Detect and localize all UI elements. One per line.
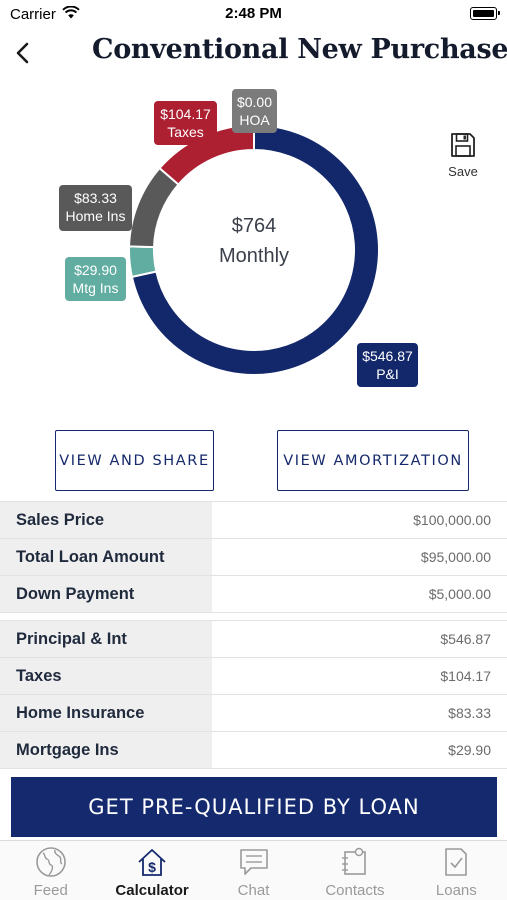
floppy-disk-icon xyxy=(451,133,475,157)
house-dollar-icon: $ xyxy=(138,849,166,876)
slice-mtg-ins xyxy=(128,245,158,279)
get-pre-qualified-button[interactable]: GET PRE-QUALIFIED BY LOAN xyxy=(11,777,497,837)
tab-feed[interactable]: Feed xyxy=(0,841,101,900)
callout-amount: $104.17 xyxy=(160,106,211,122)
callout-mtg-ins: $29.90 Mtg Ins xyxy=(65,257,126,301)
payment-chart: $764 Monthly $546.87 P&I $29.90 Mtg Ins $83.33… xyxy=(0,80,507,420)
contacts-icon xyxy=(341,847,366,875)
row-value: $104.17 xyxy=(440,668,491,684)
callout-amount: $0.00 xyxy=(237,94,272,110)
table-row: Home Insurance $83.33 xyxy=(0,695,507,732)
tab-label: Chat xyxy=(237,882,270,899)
callout-box xyxy=(154,101,217,145)
callout-box xyxy=(59,185,132,231)
table-row: Taxes $104.17 xyxy=(0,658,507,695)
nav-bar: Conventional New Purchase xyxy=(0,28,507,76)
chart-center-label: Monthly xyxy=(219,245,289,267)
chat-bubble-icon xyxy=(239,849,268,875)
table-row: Mortgage Ins $29.90 xyxy=(0,732,507,769)
status-bar: Carrier 2:48 PM xyxy=(0,0,507,28)
table-row: Down Payment $5,000.00 xyxy=(0,576,507,613)
tab-bar: Feed $ Calculator Chat Contacts xyxy=(0,840,507,900)
slice-taxes xyxy=(158,123,255,186)
callout-name: Mtg Ins xyxy=(73,280,119,296)
table-row: Principal & Int $546.87 xyxy=(0,621,507,658)
payment-breakdown-table: Principal & Int $546.87 Taxes $104.17 Ho… xyxy=(0,620,507,769)
row-label: Home Insurance xyxy=(0,695,212,731)
svg-text:$: $ xyxy=(148,859,156,875)
callout-box xyxy=(65,257,126,301)
table-row: Sales Price $100,000.00 xyxy=(0,502,507,539)
tab-label: Calculator xyxy=(115,882,189,899)
row-label: Mortgage Ins xyxy=(0,732,212,768)
row-label: Taxes xyxy=(0,658,212,694)
callout-home-ins: $83.33 Home Ins xyxy=(59,185,132,231)
battery-icon xyxy=(470,7,500,20)
row-label: Total Loan Amount xyxy=(0,539,212,575)
tab-chat[interactable]: Chat xyxy=(203,841,304,900)
callout-p-i: $546.87 P&I xyxy=(357,343,418,387)
callout-amount: $29.90 xyxy=(74,262,117,278)
row-value: $546.87 xyxy=(440,631,491,647)
view-amortization-button[interactable]: VIEW AMORTIZATION xyxy=(277,430,469,491)
globe-icon xyxy=(35,847,66,877)
document-check-icon xyxy=(445,848,468,876)
back-button[interactable] xyxy=(8,36,38,70)
row-label: Down Payment xyxy=(0,576,212,612)
save-label: Save xyxy=(448,164,478,179)
callout-hoa: $0.00 HOA xyxy=(232,89,277,133)
callout-box xyxy=(357,343,418,387)
callout-name: Taxes xyxy=(167,124,204,140)
callout-name: Home Ins xyxy=(66,208,126,224)
save-button[interactable]: Save xyxy=(441,132,485,179)
row-label: Sales Price xyxy=(0,502,212,538)
chart-center-amount: $764 xyxy=(232,215,277,237)
callout-name: HOA xyxy=(239,112,270,128)
row-value: $5,000.00 xyxy=(428,586,491,602)
tab-calculator[interactable]: $ Calculator xyxy=(101,841,202,900)
donut-chart: $764 Monthly $546.87 P&I $29.90 Mtg Ins $83.33… xyxy=(59,89,418,387)
slice-p-i xyxy=(130,123,380,376)
tab-loans[interactable]: Loans xyxy=(406,841,507,900)
callout-taxes: $104.17 Taxes xyxy=(154,101,217,145)
row-value: $83.33 xyxy=(448,705,491,721)
callout-amount: $546.87 xyxy=(362,348,413,364)
table-row: Total Loan Amount $95,000.00 xyxy=(0,539,507,576)
tab-contacts[interactable]: Contacts xyxy=(304,841,405,900)
tab-label: Loans xyxy=(435,882,477,899)
tab-label: Contacts xyxy=(325,882,385,899)
page-title: Conventional New Purchase xyxy=(92,34,507,65)
row-value: $29.90 xyxy=(448,742,491,758)
status-time: 2:48 PM xyxy=(225,5,282,22)
callout-box xyxy=(232,89,277,133)
wifi-icon xyxy=(62,6,80,19)
row-value: $100,000.00 xyxy=(413,512,491,528)
slice-home-ins xyxy=(128,166,180,249)
callout-amount: $83.33 xyxy=(74,190,117,206)
callout-name: P&I xyxy=(376,366,399,382)
row-value: $95,000.00 xyxy=(420,549,491,565)
loan-summary-table: Sales Price $100,000.00 Total Loan Amoun… xyxy=(0,501,507,613)
row-label: Principal & Int xyxy=(0,621,212,657)
chevron-left-icon xyxy=(16,42,29,64)
carrier-label: Carrier xyxy=(10,6,56,23)
tab-label: Feed xyxy=(33,882,68,899)
view-and-share-button[interactable]: VIEW AND SHARE xyxy=(55,430,214,491)
